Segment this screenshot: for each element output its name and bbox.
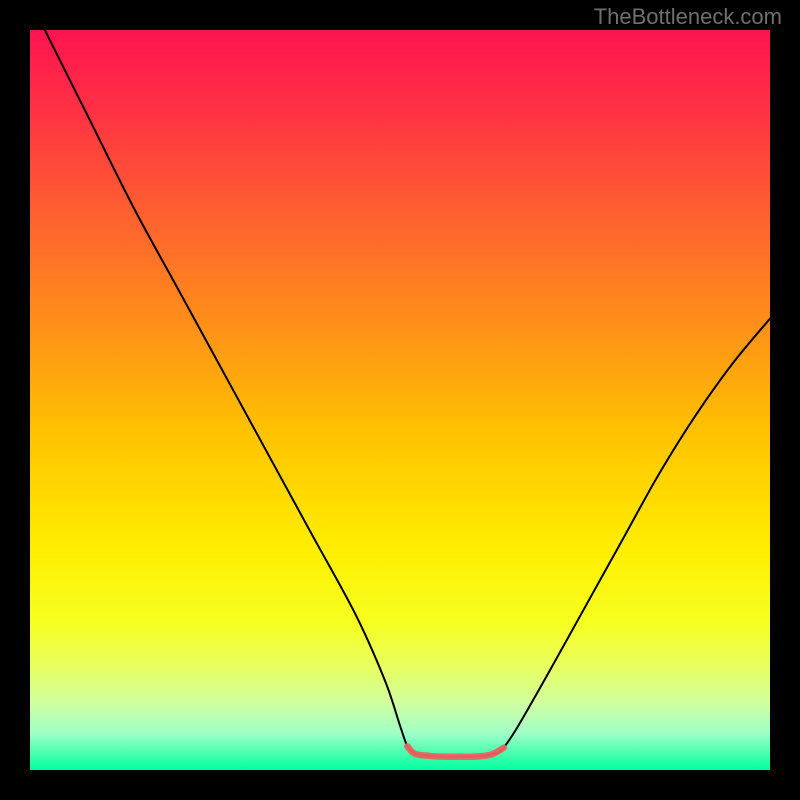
border-bottom <box>0 770 800 800</box>
chart-svg <box>0 0 800 800</box>
watermark-text: TheBottleneck.com <box>594 4 782 30</box>
chart-frame: TheBottleneck.com <box>0 0 800 800</box>
border-right <box>770 0 800 800</box>
gradient-background <box>30 30 770 770</box>
border-left <box>0 0 30 800</box>
